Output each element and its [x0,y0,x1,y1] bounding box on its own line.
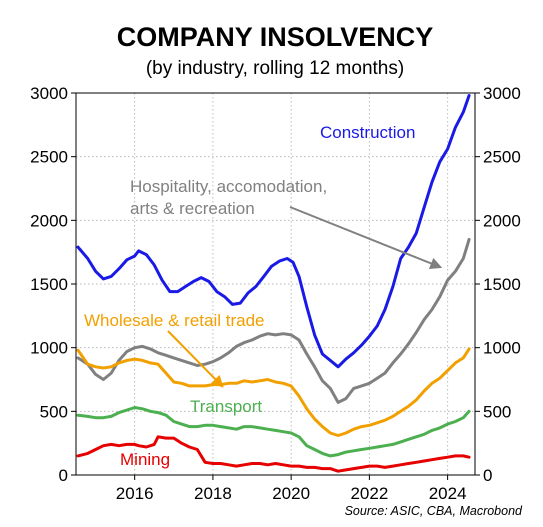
x-tick-label: 2018 [194,484,232,503]
grid-lines [76,93,475,475]
y-tick-label-right: 2500 [483,148,521,167]
series-layer [76,94,471,473]
y-tick-label-right: 500 [483,402,511,421]
y-tick-label-left: 1500 [30,275,68,294]
y-axis-left: 0 500 1000 1500 2000 2500 3000 [30,84,76,485]
y-tick-label-left: 2000 [30,211,68,230]
y-tick-label-left: 2500 [30,148,68,167]
series-annotation: Mining [120,450,170,469]
y-tick-label-right: 2000 [483,211,521,230]
x-tick-label: 2022 [350,484,388,503]
series-annotation: arts & recreation [130,199,255,218]
y-tick-label-left: 0 [59,466,68,485]
y-tick-label-left: 1000 [30,339,68,358]
y-tick-label-left: 3000 [30,84,68,103]
y-tick-label-right: 1500 [483,275,521,294]
series-line-mining [76,435,471,473]
hospitality-arrow [289,206,443,270]
y-axis-right: 0 500 1000 1500 2000 2500 3000 [475,84,521,485]
series-annotation: Construction [320,123,415,142]
chart-subtitle: (by industry, rolling 12 months) [146,58,404,79]
y-tick-label-right: 0 [483,466,492,485]
y-tick-label-right: 1000 [483,339,521,358]
y-tick-label-right: 3000 [483,84,521,103]
annotation-layer: Construction Hospitality, accomodation, ar… [84,123,443,469]
x-axis: 2016 2018 2020 2022 2024 [116,475,467,503]
series-line-hospitality-accomodation-arts-recreation [76,237,471,404]
series-annotation: Hospitality, accomodation, [130,177,327,196]
plot-frame [75,92,476,476]
series-line-wholesale-retail-trade [76,347,471,437]
series-annotation: Transport [190,397,262,416]
series-annotation: Wholesale & retail trade [84,311,264,330]
wholesale-arrow [167,330,224,388]
source-note: Source: ASIC, CBA, Macrobond [345,504,523,518]
series-line-transport [76,406,471,458]
x-tick-label: 2020 [272,484,310,503]
chart-title: COMPANY INSOLVENCY [117,22,434,52]
y-tick-label-left: 500 [40,402,68,421]
x-tick-label: 2016 [116,484,154,503]
x-tick-label: 2024 [429,484,467,503]
